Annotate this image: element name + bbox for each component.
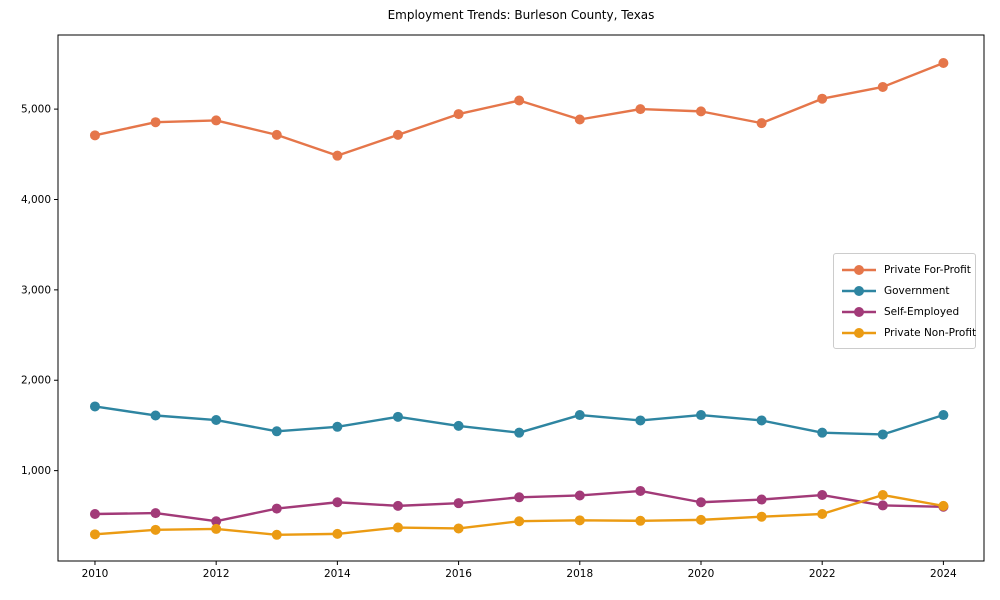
data-point-marker (756, 118, 767, 129)
data-point-marker (514, 492, 525, 503)
data-point-marker (271, 129, 282, 140)
data-point-marker (150, 410, 161, 421)
legend-item: Self-Employed (842, 301, 967, 322)
data-point-marker (574, 114, 585, 125)
data-point-marker (756, 415, 767, 426)
data-point-marker (877, 429, 888, 440)
data-point-marker (938, 410, 949, 421)
legend-item-label: Government (884, 284, 950, 297)
chart-title: Employment Trends: Burleson County, Texa… (387, 8, 655, 22)
data-point-marker (695, 106, 706, 117)
data-point-marker (877, 490, 888, 501)
x-tick-label: 2022 (809, 568, 836, 580)
data-point-marker (817, 427, 828, 438)
data-point-marker (453, 420, 464, 431)
data-point-marker (392, 411, 403, 422)
data-point-marker (817, 509, 828, 520)
data-point-marker (817, 93, 828, 104)
x-tick-label: 2012 (203, 568, 230, 580)
y-tick-label: 2,000 (21, 375, 51, 387)
data-point-marker (150, 508, 161, 519)
y-axis: 1,000 2,000 3,000 4,000 5,000 (21, 104, 58, 477)
data-point-marker (635, 415, 646, 426)
x-tick-label: 2020 (688, 568, 715, 580)
data-point-marker (514, 95, 525, 106)
data-point-marker (150, 117, 161, 128)
data-point-marker (877, 500, 888, 511)
data-point-marker (332, 497, 343, 508)
data-point-marker (635, 104, 646, 115)
x-tick-label: 2016 (445, 568, 472, 580)
data-point-marker (211, 115, 222, 126)
data-point-marker (211, 516, 222, 527)
data-point-marker (392, 500, 403, 511)
data-point-marker (514, 516, 525, 527)
legend-line-marker-icon (842, 264, 876, 275)
x-tick-label: 2010 (82, 568, 109, 580)
series-government (89, 401, 949, 440)
data-point-marker (756, 511, 767, 522)
legend-item: Private For-Profit (842, 259, 971, 280)
legend-line-marker-icon (842, 327, 876, 338)
data-point-marker (453, 109, 464, 120)
legend-item-label: Private Non-Profit (884, 326, 977, 339)
data-point-marker (756, 494, 767, 505)
data-point-marker (332, 528, 343, 539)
data-point-marker (514, 427, 525, 438)
y-tick-label: 3,000 (21, 284, 51, 296)
y-tick-label: 4,000 (21, 194, 51, 206)
data-point-marker (271, 529, 282, 540)
legend-line-marker-icon (842, 306, 876, 317)
data-point-marker (817, 490, 828, 501)
legend-item: Government (842, 280, 967, 301)
plot-frame (57, 34, 985, 562)
data-point-marker (695, 497, 706, 508)
x-tick-label: 2018 (566, 568, 593, 580)
data-point-marker (877, 81, 888, 92)
series-self-employed (89, 485, 949, 527)
data-point-marker (211, 415, 222, 426)
data-point-marker (574, 410, 585, 421)
series-private-non-profit (89, 490, 949, 540)
x-tick-label: 2014 (324, 568, 351, 580)
data-point-marker (332, 150, 343, 161)
data-point-marker (938, 500, 949, 511)
data-point-marker (89, 509, 100, 520)
y-tick-label: 5,000 (21, 104, 51, 116)
series-line (94, 61, 944, 157)
legend-line-marker-icon (842, 285, 876, 296)
data-point-marker (574, 515, 585, 526)
legend-item-label: Self-Employed (884, 305, 960, 318)
data-point-marker (695, 410, 706, 421)
legend: Private For-Profit Government Self-Employe… (833, 253, 976, 349)
data-point-marker (211, 523, 222, 534)
series-private-for-profit (89, 58, 949, 161)
data-point-marker (453, 523, 464, 534)
data-point-marker (89, 401, 100, 412)
data-point-marker (89, 529, 100, 540)
legend-item-label: Private For-Profit (884, 263, 971, 276)
data-point-marker (392, 129, 403, 140)
x-axis: 2010 2012 2014 2016 2018 2020 2022 2024 (82, 561, 957, 580)
x-tick-label: 2024 (930, 568, 957, 580)
legend-item: Private Non-Profit (842, 322, 976, 343)
data-point-marker (271, 426, 282, 437)
data-point-marker (695, 514, 706, 525)
data-point-marker (89, 130, 100, 141)
y-tick-label: 1,000 (21, 465, 51, 477)
data-point-marker (150, 524, 161, 535)
data-point-marker (392, 522, 403, 533)
data-point-marker (332, 421, 343, 432)
data-point-marker (453, 498, 464, 509)
data-point-marker (574, 490, 585, 501)
data-point-marker (271, 503, 282, 514)
data-point-marker (635, 485, 646, 496)
data-point-marker (635, 515, 646, 526)
data-point-marker (938, 58, 949, 69)
